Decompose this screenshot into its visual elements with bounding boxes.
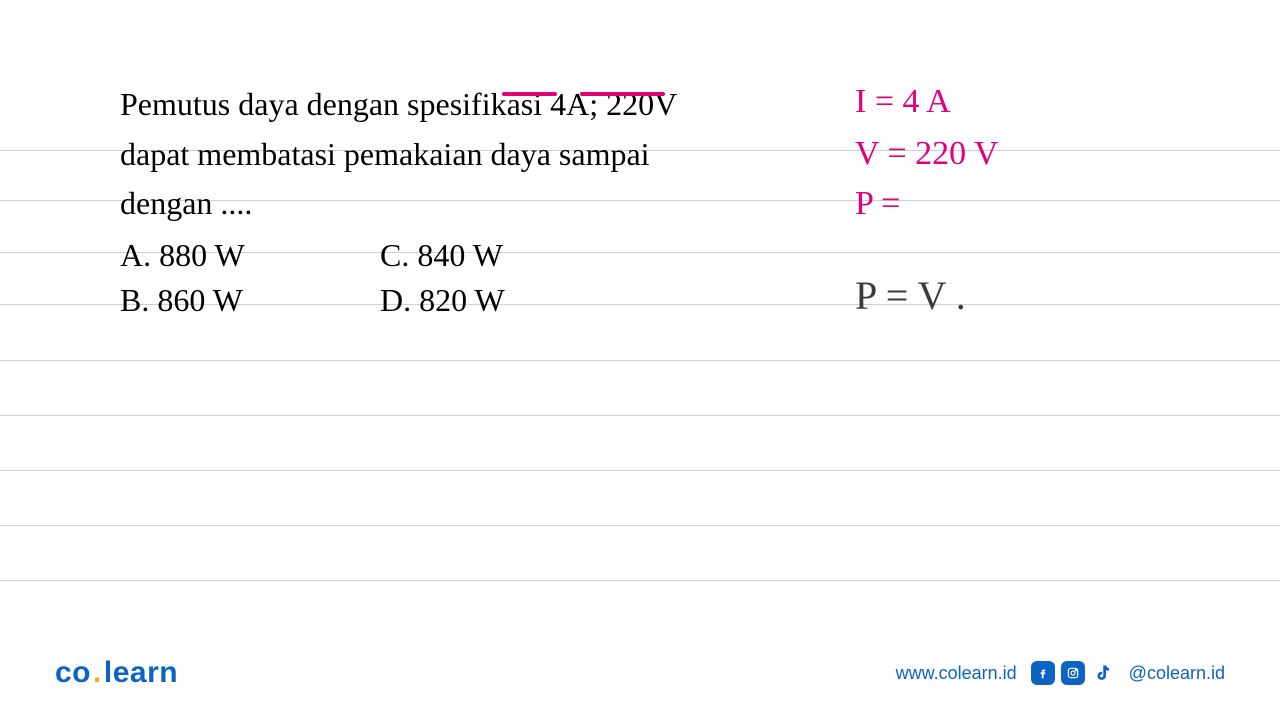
option-b: B. 860 W bbox=[120, 282, 380, 319]
footer-right: www.colearn.id @colearn.id bbox=[896, 661, 1225, 685]
underline-4a bbox=[502, 92, 557, 96]
footer-url: www.colearn.id bbox=[896, 663, 1017, 684]
question-block: Pemutus daya dengan spesifikasi 4A; 220V… bbox=[120, 80, 820, 319]
ruled-line bbox=[0, 415, 1280, 416]
answer-options: A. 880 W C. 840 W B. 860 W D. 820 W bbox=[120, 237, 820, 319]
handwriting-i-equals: I = 4 A bbox=[855, 78, 951, 126]
underline-220v bbox=[580, 92, 665, 96]
handwriting-formula: P = V . bbox=[855, 268, 966, 324]
footer: co.learn www.colearn.id @colearn.id bbox=[0, 656, 1280, 690]
facebook-icon bbox=[1031, 661, 1055, 685]
social-icons bbox=[1031, 661, 1115, 685]
ruled-line bbox=[0, 580, 1280, 581]
brand-logo: co.learn bbox=[55, 656, 178, 690]
instagram-icon bbox=[1061, 661, 1085, 685]
tiktok-icon bbox=[1091, 661, 1115, 685]
question-line-3: dengan .... bbox=[120, 185, 252, 221]
option-c: C. 840 W bbox=[380, 237, 640, 274]
logo-learn: learn bbox=[104, 656, 178, 689]
option-a: A. 880 W bbox=[120, 237, 380, 274]
footer-handle: @colearn.id bbox=[1129, 663, 1225, 684]
option-d: D. 820 W bbox=[380, 282, 640, 319]
logo-dot: . bbox=[91, 656, 104, 689]
handwriting-v-equals: V = 220 V bbox=[855, 130, 999, 178]
question-text: Pemutus daya dengan spesifikasi 4A; 220V… bbox=[120, 80, 820, 229]
ruled-line bbox=[0, 360, 1280, 361]
logo-co: co bbox=[55, 656, 91, 689]
handwriting-p-equals: P = bbox=[855, 180, 900, 228]
question-line-2: dapat membatasi pemakaian daya sampai bbox=[120, 136, 650, 172]
ruled-line bbox=[0, 525, 1280, 526]
ruled-line bbox=[0, 470, 1280, 471]
